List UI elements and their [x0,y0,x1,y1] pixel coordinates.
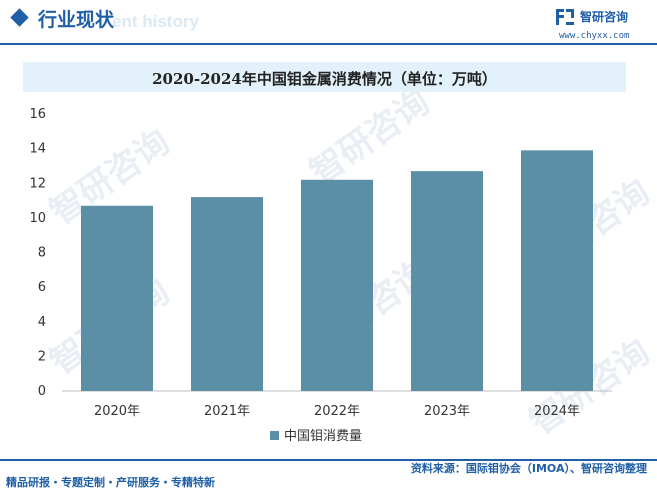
x-tick-label: 2024年 [534,404,580,419]
bar [301,179,373,391]
y-tick-label: 2 [38,349,46,364]
bar [411,171,483,391]
y-tick-label: 4 [38,315,46,330]
chart-title: 2020-2024年中国钼金属消费情况（单位：万吨） [152,70,497,88]
bar [521,150,593,391]
y-tick-label: 12 [29,176,46,191]
y-tick-label: 6 [38,280,46,295]
x-tick-label: 2023年 [424,404,470,419]
footer-divider [0,459,657,461]
legend-swatch [270,431,279,440]
source-note: 资料来源：国际钼协会（IMOA）、智研咨询整理 [410,462,647,475]
legend-label: 中国钼消费量 [284,429,362,444]
bar [191,197,263,391]
section-subtitle: ent history [112,12,199,31]
bar [81,205,153,391]
x-tick-label: 2022年 [314,404,360,419]
y-tick-label: 10 [29,211,46,226]
y-tick-label: 8 [38,246,46,261]
y-tick-label: 14 [29,142,46,157]
section-title: 行业现状 [38,9,115,31]
brand-url: www.chyxx.com [559,31,630,41]
y-tick-label: 0 [38,384,46,399]
footer-tagline: 精品研报・专题定制・产研服务・专精特新 [6,476,215,489]
x-tick-label: 2021年 [204,404,250,419]
y-tick-label: 16 [29,107,46,122]
chyxx-logo-icon [556,9,574,25]
header-divider [0,43,657,45]
page-header: 行业现状 ent history 智研咨询 www.chyxx.com [0,0,657,46]
chart-title-band: 2020-2024年中国钼金属消费情况（单位：万吨） [23,62,626,92]
brand-name: 智研咨询 [580,10,629,24]
x-tick-label: 2020年 [94,404,140,419]
